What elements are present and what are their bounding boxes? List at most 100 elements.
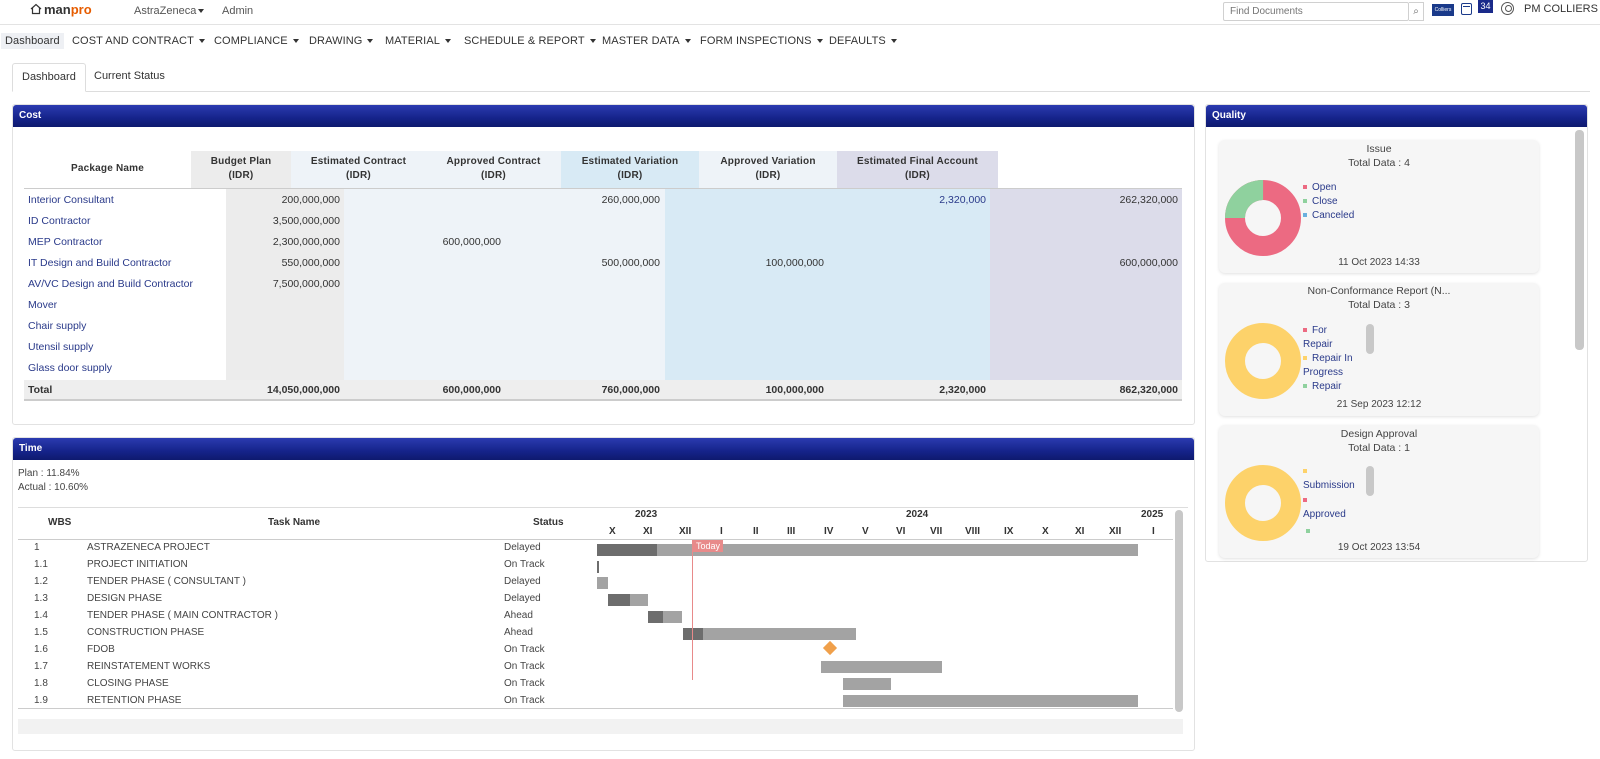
legend-submission[interactable]: Submission [1303,465,1363,493]
gantt-horizontal-scrollbar[interactable] [18,719,1183,734]
legend-for-repair[interactable]: For Repair [1303,324,1355,352]
row-package-link[interactable]: Mover [28,299,58,311]
admin-link[interactable]: Admin [222,5,254,17]
gantt-month: VI [896,526,906,537]
quality-card-design-approval[interactable]: Design Approval Total Data : 1 Submissio… [1219,425,1539,558]
donut-slice-submission[interactable] [1225,465,1301,541]
legend-repair-in-progress[interactable]: Repair In Progress [1303,352,1365,380]
cell-estimated-final[interactable]: 2,320,000 [939,194,986,206]
task-name: FDOB [87,644,115,655]
manpro-logo[interactable]: manpro [30,2,92,17]
row-package-link[interactable]: Chair supply [28,320,87,332]
legend-open[interactable]: Open [1303,182,1336,193]
cell-estimated-contract: 600,000,000 [442,236,501,248]
row-package-link[interactable]: ID Contractor [28,215,91,227]
total-budget: 14,050,000,000 [267,384,340,396]
gantt-bar[interactable] [657,544,1138,556]
legend-scrollbar[interactable] [1366,324,1374,354]
tab-current-status[interactable]: Current Status [94,70,165,82]
header-approved-contract: Approved Contract (IDR) [426,155,561,183]
tab-dashboard[interactable]: Dashboard [12,63,86,92]
quality-scrollbar[interactable] [1575,130,1584,350]
header-divider [24,188,1182,189]
donut-slice-repair-in-progress[interactable] [1225,323,1301,399]
cell-final: 262,320,000 [1119,194,1178,206]
gantt-vertical-scrollbar[interactable] [1175,510,1183,712]
gantt-bar[interactable] [703,628,856,640]
search-button[interactable]: ⌕ [1409,2,1424,21]
col-bg [665,189,990,380]
gantt-month: XI [1075,526,1085,537]
total-estimated-variation: 100,000,000 [765,384,824,396]
nav-master-data[interactable]: MASTER DATA [602,33,691,49]
gantt-bar[interactable] [630,594,648,606]
nav-form-inspections[interactable]: FORM INSPECTIONS [700,33,823,49]
card-title: Design Approval [1340,428,1418,440]
legend-close[interactable]: Close [1303,196,1338,207]
calendar-icon[interactable] [1461,3,1472,15]
task-wbs: 1.3 [34,593,48,604]
donut-slice-close[interactable] [1225,180,1301,256]
ncr-donut-chart[interactable] [1225,323,1301,399]
row-package-link[interactable]: MEP Contractor [28,236,103,248]
nav-cost-and-contract[interactable]: COST AND CONTRACT [72,33,205,49]
gantt-bar[interactable] [663,611,682,623]
nav-defaults[interactable]: DEFAULTS [829,33,897,49]
gantt-bar-progress[interactable] [648,611,663,623]
design-approval-donut-chart[interactable] [1225,465,1301,541]
nav-drawing[interactable]: DRAWING [309,33,374,49]
gantt-bar-progress[interactable] [683,628,703,640]
quality-card-issue[interactable]: Issue Total Data : 4 Open Close Canceled… [1219,140,1539,273]
nav-label: DEFAULTS [829,35,886,47]
notification-badge[interactable]: 34 [1478,0,1493,13]
user-icon[interactable] [1501,2,1514,15]
header-estimated-contract: Estimated Contract (IDR) [291,155,426,183]
header-estimated-final-account: Estimated Final Account (IDR) [837,155,998,183]
row-package-link[interactable]: IT Design and Build Contractor [28,257,172,269]
row-package-link[interactable]: Glass door supply [28,362,113,374]
legend-label: Repair [1312,381,1342,392]
task-status: On Track [504,559,545,570]
gantt-bar[interactable] [597,577,608,589]
col-bg [226,189,344,380]
row-package-link[interactable]: AV/VC Design and Build Contractor [28,278,193,290]
quality-card-ncr[interactable]: Non-Conformance Report (N... Total Data … [1219,283,1539,416]
top-bar: manpro AstraZeneca Admin ⌕ Colliers 34 P… [0,0,1600,25]
gantt-bar[interactable] [843,678,891,690]
nav-dashboard[interactable]: Dashboard [1,33,64,49]
search-input[interactable] [1223,2,1409,21]
legend-repair[interactable]: Repair [1303,380,1341,394]
gantt-month: VIII [965,526,981,537]
gantt-month: V [862,526,869,537]
user-name[interactable]: PM COLLIERS [1524,3,1598,15]
col-bg [344,189,665,380]
nav-label: DRAWING [309,35,363,47]
row-package-link[interactable]: Utensil supply [28,341,94,353]
gantt-bar-progress[interactable] [597,544,657,556]
project-dropdown[interactable]: AstraZeneca [134,5,205,17]
cell-budget: 200,000,000 [281,194,340,206]
total-approved-variation: 2,320,000 [939,384,986,396]
total-final: 862,320,000 [1119,384,1178,396]
issue-donut-chart[interactable] [1225,180,1301,256]
header-bg [191,151,291,189]
task-status: Delayed [504,542,541,553]
task-wbs: 1.9 [34,695,48,706]
task-wbs: 1.7 [34,661,48,672]
chevron-down-icon [890,39,897,44]
header-bg [837,151,998,189]
gantt-bar[interactable] [843,695,1138,707]
nav-schedule-report[interactable]: SCHEDULE & REPORT [464,33,596,49]
row-package-link[interactable]: Interior Consultant [28,194,114,206]
legend-swatch [1303,185,1307,190]
nav-label: COST AND CONTRACT [72,35,194,47]
legend-canceled[interactable]: Canceled [1303,210,1354,221]
nav-material[interactable]: MATERIAL [385,33,451,49]
legend-scrollbar[interactable] [1366,466,1374,496]
gantt-bar-progress[interactable] [608,594,630,606]
cell-final: 600,000,000 [1119,257,1178,269]
legend-approved[interactable]: Approved [1303,494,1363,522]
gantt-bar[interactable] [821,661,942,673]
gantt-bar-progress[interactable] [597,561,599,573]
nav-compliance[interactable]: COMPLIANCE [214,33,299,49]
